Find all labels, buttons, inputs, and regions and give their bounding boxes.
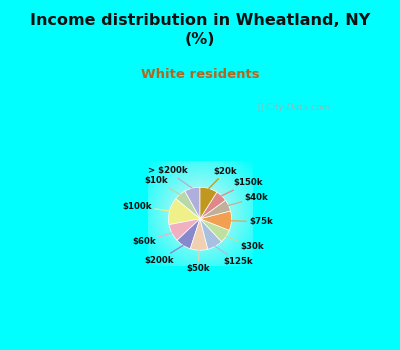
- Wedge shape: [177, 219, 200, 249]
- Wedge shape: [168, 199, 200, 225]
- Text: $200k: $200k: [144, 245, 183, 265]
- Wedge shape: [176, 191, 200, 219]
- Text: $20k: $20k: [209, 167, 238, 189]
- Text: $10k: $10k: [145, 176, 180, 195]
- Text: $50k: $50k: [187, 250, 210, 273]
- Text: Income distribution in Wheatland, NY
(%): Income distribution in Wheatland, NY (%): [30, 13, 370, 47]
- Text: $30k: $30k: [226, 237, 264, 251]
- Wedge shape: [200, 187, 217, 219]
- Text: > $200k: > $200k: [148, 167, 192, 188]
- Wedge shape: [169, 219, 200, 240]
- Wedge shape: [200, 192, 226, 219]
- Text: $100k: $100k: [122, 202, 170, 211]
- Text: $125k: $125k: [215, 246, 254, 266]
- Wedge shape: [185, 187, 200, 219]
- Text: ⓘ City-Data.com: ⓘ City-Data.com: [258, 103, 330, 112]
- Text: $60k: $60k: [132, 233, 172, 246]
- Wedge shape: [200, 200, 230, 219]
- Text: White residents: White residents: [141, 68, 259, 80]
- Wedge shape: [200, 211, 232, 230]
- Wedge shape: [190, 219, 208, 250]
- Text: $75k: $75k: [232, 217, 273, 226]
- Text: $40k: $40k: [228, 193, 268, 205]
- Text: $150k: $150k: [222, 178, 264, 196]
- Wedge shape: [200, 219, 229, 242]
- Wedge shape: [200, 219, 222, 249]
